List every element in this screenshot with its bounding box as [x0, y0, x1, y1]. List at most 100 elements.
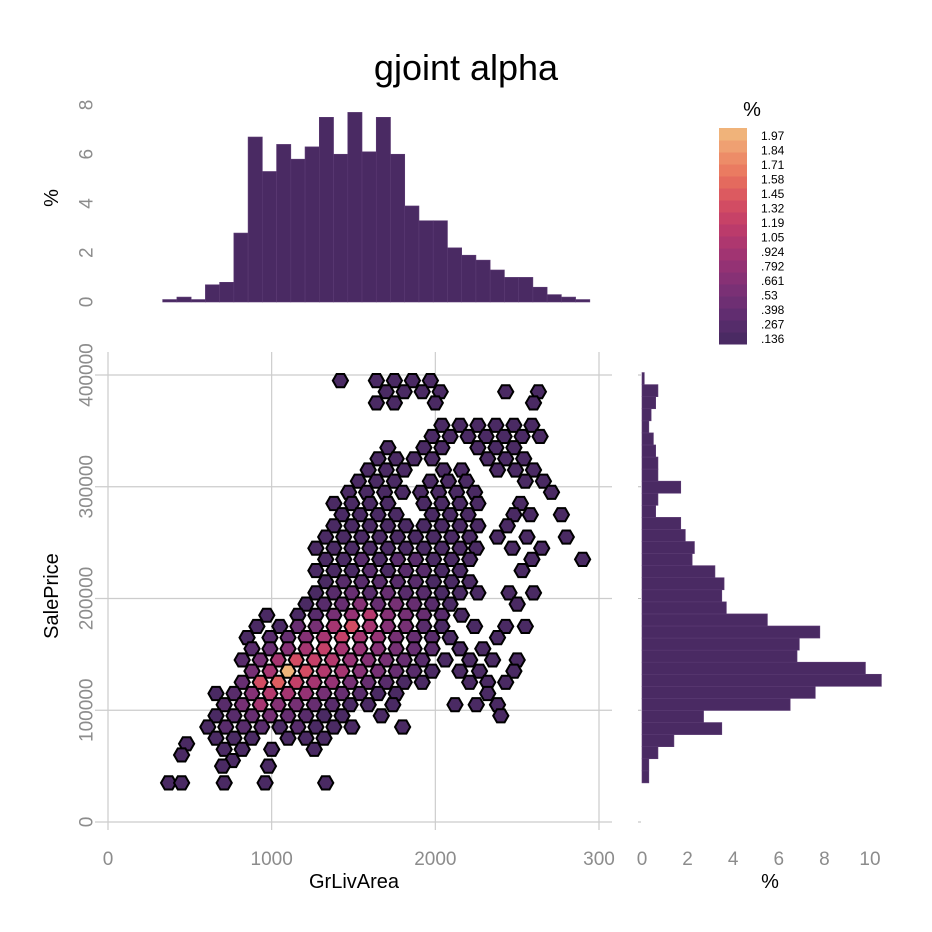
hex-cell	[395, 652, 413, 668]
hex-cell	[503, 540, 522, 556]
legend-label: 1.84	[761, 144, 785, 158]
hex-cell	[377, 652, 395, 668]
hex-cell	[441, 596, 459, 612]
legend-swatch	[719, 152, 747, 165]
hex-cell	[496, 384, 515, 400]
hex-cell	[359, 697, 377, 713]
hex-cell	[256, 775, 274, 791]
hex-cell	[518, 529, 536, 545]
right-hist-bar	[641, 577, 725, 591]
right-hist-bar	[641, 649, 798, 663]
right-hist-bar	[641, 625, 821, 639]
hex-cell	[441, 428, 459, 444]
x-tick-label: 1000	[251, 849, 293, 870]
hex-cell	[431, 384, 449, 400]
hex-cell	[248, 618, 266, 634]
legend-swatch	[719, 200, 747, 213]
top-hist-bar	[561, 296, 576, 303]
right-hist-bar	[641, 384, 659, 397]
hex-cell	[516, 618, 535, 634]
right-hist-bar	[641, 746, 659, 760]
right-hist-bar	[641, 601, 727, 615]
right-hist-bar	[641, 505, 656, 518]
hex-cell	[385, 395, 404, 411]
legend-label: 1.71	[761, 158, 785, 172]
top-hist-bar	[390, 153, 406, 303]
hex-cell	[531, 428, 549, 444]
hex-cell	[469, 495, 487, 512]
hex-cell	[532, 540, 551, 556]
top-hist-bar	[461, 254, 477, 303]
hex-cell	[452, 607, 471, 623]
hex-cell	[552, 507, 571, 523]
right-hist-bar	[641, 480, 682, 494]
right-hist-bar	[641, 372, 645, 385]
legend-label: 1.58	[761, 173, 785, 187]
right-hist-x-tick-label: 0	[637, 849, 648, 870]
hex-cell	[488, 462, 507, 478]
right-hist-bar	[641, 517, 682, 530]
hex-cell	[433, 440, 451, 456]
legend-label: .792	[761, 260, 785, 274]
hex-cell	[395, 462, 413, 478]
top-hist-y-tick-label: 6	[77, 149, 98, 160]
top-hist-bar	[361, 151, 377, 303]
top-hist-bar	[518, 277, 534, 303]
right-hist-bar	[641, 444, 656, 458]
right-hist-bar	[641, 673, 882, 687]
hex-cell	[233, 741, 251, 757]
top-hist-bar	[375, 117, 391, 303]
hex-cell	[483, 652, 502, 668]
hex-cell	[451, 585, 469, 601]
hex-cell	[496, 618, 515, 634]
right-hist-xlabel: %	[761, 871, 779, 893]
legend-title: %	[743, 99, 761, 121]
chart-title: gjoint alpha	[374, 47, 559, 88]
right-hist-x-tick-label: 4	[728, 849, 739, 870]
hex-cell	[460, 674, 479, 690]
hex-cell	[496, 674, 515, 690]
hex-cell	[469, 585, 487, 601]
hex-cell	[343, 719, 361, 735]
top-hist-bar	[546, 294, 562, 303]
hex-cell	[331, 373, 350, 389]
hex-cell	[505, 507, 523, 523]
hex-cell	[393, 484, 412, 500]
legend-label: 1.32	[761, 202, 785, 216]
legend-label: .398	[761, 303, 785, 317]
right-hist-bar	[641, 722, 723, 735]
right-hist-bar	[641, 758, 650, 772]
hex-cell	[316, 775, 335, 791]
x-axis-label: GrLivArea	[309, 871, 400, 893]
hex-cell	[177, 736, 196, 752]
legend-swatch	[719, 284, 747, 297]
legend-label: .924	[761, 245, 785, 259]
legend-label: 1.45	[761, 187, 785, 201]
top-hist-bar	[205, 284, 220, 303]
hex-cell	[413, 652, 431, 668]
hex-cell	[467, 540, 486, 556]
top-hist-bar	[475, 259, 491, 303]
legend-swatch	[719, 248, 747, 261]
right-hist-x-tick-label: 2	[682, 849, 693, 870]
hex-cell	[341, 697, 359, 713]
hex-cell	[387, 685, 405, 702]
hexbin-layer	[159, 373, 592, 791]
hex-cell	[513, 428, 531, 444]
legend-label: .53	[761, 289, 778, 303]
hex-cell	[426, 395, 445, 411]
top-hist-bar	[575, 299, 591, 303]
hex-cell	[372, 708, 391, 724]
hex-cell	[367, 395, 386, 411]
x-tick-label: 300	[583, 849, 615, 870]
y-axis-label: SalePrice	[41, 553, 63, 639]
legend-swatch	[719, 236, 747, 249]
right-hist-bar	[641, 565, 716, 579]
legend-label: 1.05	[761, 231, 785, 245]
y-tick-label: 400000	[77, 343, 98, 406]
top-hist-bar	[276, 144, 292, 303]
top-hist-y-tick-label: 2	[77, 247, 98, 258]
right-hist-bar	[641, 456, 659, 470]
right-hist-bar	[641, 408, 652, 422]
